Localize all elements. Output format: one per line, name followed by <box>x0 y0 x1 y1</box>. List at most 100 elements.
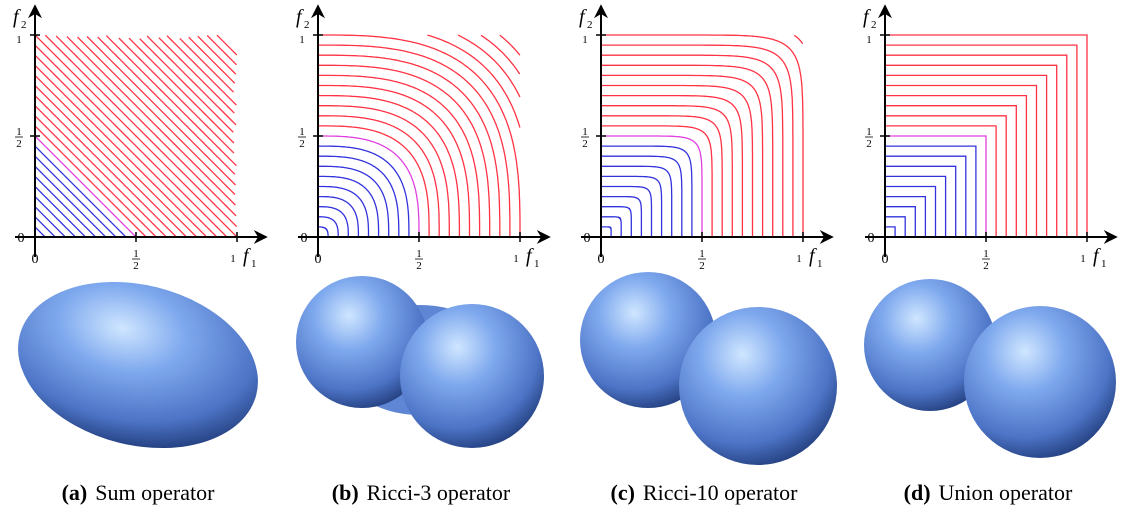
contour <box>118 37 235 154</box>
tick-label: 1 <box>299 126 305 138</box>
contour <box>885 115 1007 237</box>
tick-label: 1 <box>16 126 22 138</box>
tick-label: 2 <box>866 138 872 150</box>
contour <box>318 195 360 237</box>
contour <box>885 94 1028 237</box>
x-axis-label: f <box>1093 245 1101 267</box>
contour <box>793 34 804 45</box>
blobs <box>18 272 1116 465</box>
contour <box>318 206 349 237</box>
contour <box>146 35 237 126</box>
contour <box>885 175 947 237</box>
tick-label: 0 <box>882 252 889 267</box>
contour <box>601 44 794 237</box>
contour <box>885 74 1048 237</box>
contour <box>499 34 521 56</box>
tick-label: 2 <box>582 138 588 150</box>
contour <box>480 34 521 75</box>
contour <box>34 74 198 238</box>
tick-label: 2 <box>416 260 422 272</box>
contour <box>34 115 157 238</box>
contour <box>885 185 937 237</box>
contour <box>34 105 167 238</box>
tick-label: 1 <box>1080 253 1086 265</box>
caption-label: (c) <box>611 480 635 505</box>
contour <box>34 85 187 238</box>
contour <box>318 135 420 237</box>
contour <box>885 84 1038 237</box>
contour <box>216 34 238 56</box>
contour <box>34 216 56 238</box>
contour <box>34 64 208 238</box>
tick-label: 1 <box>796 253 802 265</box>
caption-text: Ricci-10 operator <box>643 480 798 505</box>
contour <box>166 35 237 106</box>
contour <box>318 165 390 237</box>
contour <box>44 34 238 228</box>
tick-label: 1 <box>16 34 22 46</box>
contour <box>34 145 127 238</box>
x-axis-sub: 1 <box>817 258 823 270</box>
contour <box>34 135 137 238</box>
contour <box>885 135 987 237</box>
contour <box>885 34 1088 237</box>
caption-label: (a) <box>62 480 88 505</box>
ricci3-blob <box>296 276 544 448</box>
x-axis-sub: 1 <box>1101 258 1107 270</box>
contour <box>601 206 632 237</box>
tick-label: 1 <box>299 34 305 46</box>
contour <box>885 155 967 237</box>
contour <box>601 195 643 237</box>
contour <box>601 216 622 237</box>
tick-label: 2 <box>299 138 305 150</box>
x-axis-label: f <box>243 245 251 267</box>
caption-text: Ricci-3 operator <box>367 480 511 505</box>
union-blob <box>864 279 1116 458</box>
contour <box>601 165 673 237</box>
contour <box>77 36 236 195</box>
sum-blob <box>18 281 258 449</box>
contour <box>601 125 713 237</box>
caption-text: Sum operator <box>95 480 215 505</box>
contour <box>188 36 236 84</box>
x-axis-label: f <box>526 245 534 267</box>
contour <box>318 155 400 237</box>
tick-label: 0 <box>301 231 308 246</box>
contour <box>34 165 107 238</box>
contour <box>34 206 66 238</box>
contour <box>318 94 461 237</box>
y-axis-sub: 2 <box>304 19 310 31</box>
contour <box>318 84 471 237</box>
y-axis-sub: 2 <box>871 19 877 31</box>
contour <box>158 37 235 114</box>
contour <box>318 185 370 237</box>
tick-label: 2 <box>983 260 989 272</box>
tick-label: 0 <box>868 231 875 246</box>
contour <box>601 54 784 237</box>
caption-label: (b) <box>332 480 359 505</box>
tick-label: 1 <box>230 253 236 265</box>
contour <box>601 226 612 237</box>
contour <box>105 35 237 167</box>
contour <box>601 105 733 237</box>
contour <box>139 38 234 133</box>
tick-label: 2 <box>699 260 705 272</box>
tick-label: 0 <box>18 231 25 246</box>
contour <box>885 125 997 237</box>
contour <box>885 195 927 237</box>
contour <box>197 35 237 75</box>
contour <box>66 36 236 206</box>
contour <box>885 145 977 237</box>
contour <box>318 64 491 237</box>
contour <box>128 37 235 144</box>
contour <box>885 206 916 237</box>
contour <box>885 165 957 237</box>
contour <box>601 115 723 237</box>
caption: (a) Sum operator <box>62 480 215 505</box>
tick-label: 1 <box>582 126 588 138</box>
x-axis-sub: 1 <box>534 258 540 270</box>
